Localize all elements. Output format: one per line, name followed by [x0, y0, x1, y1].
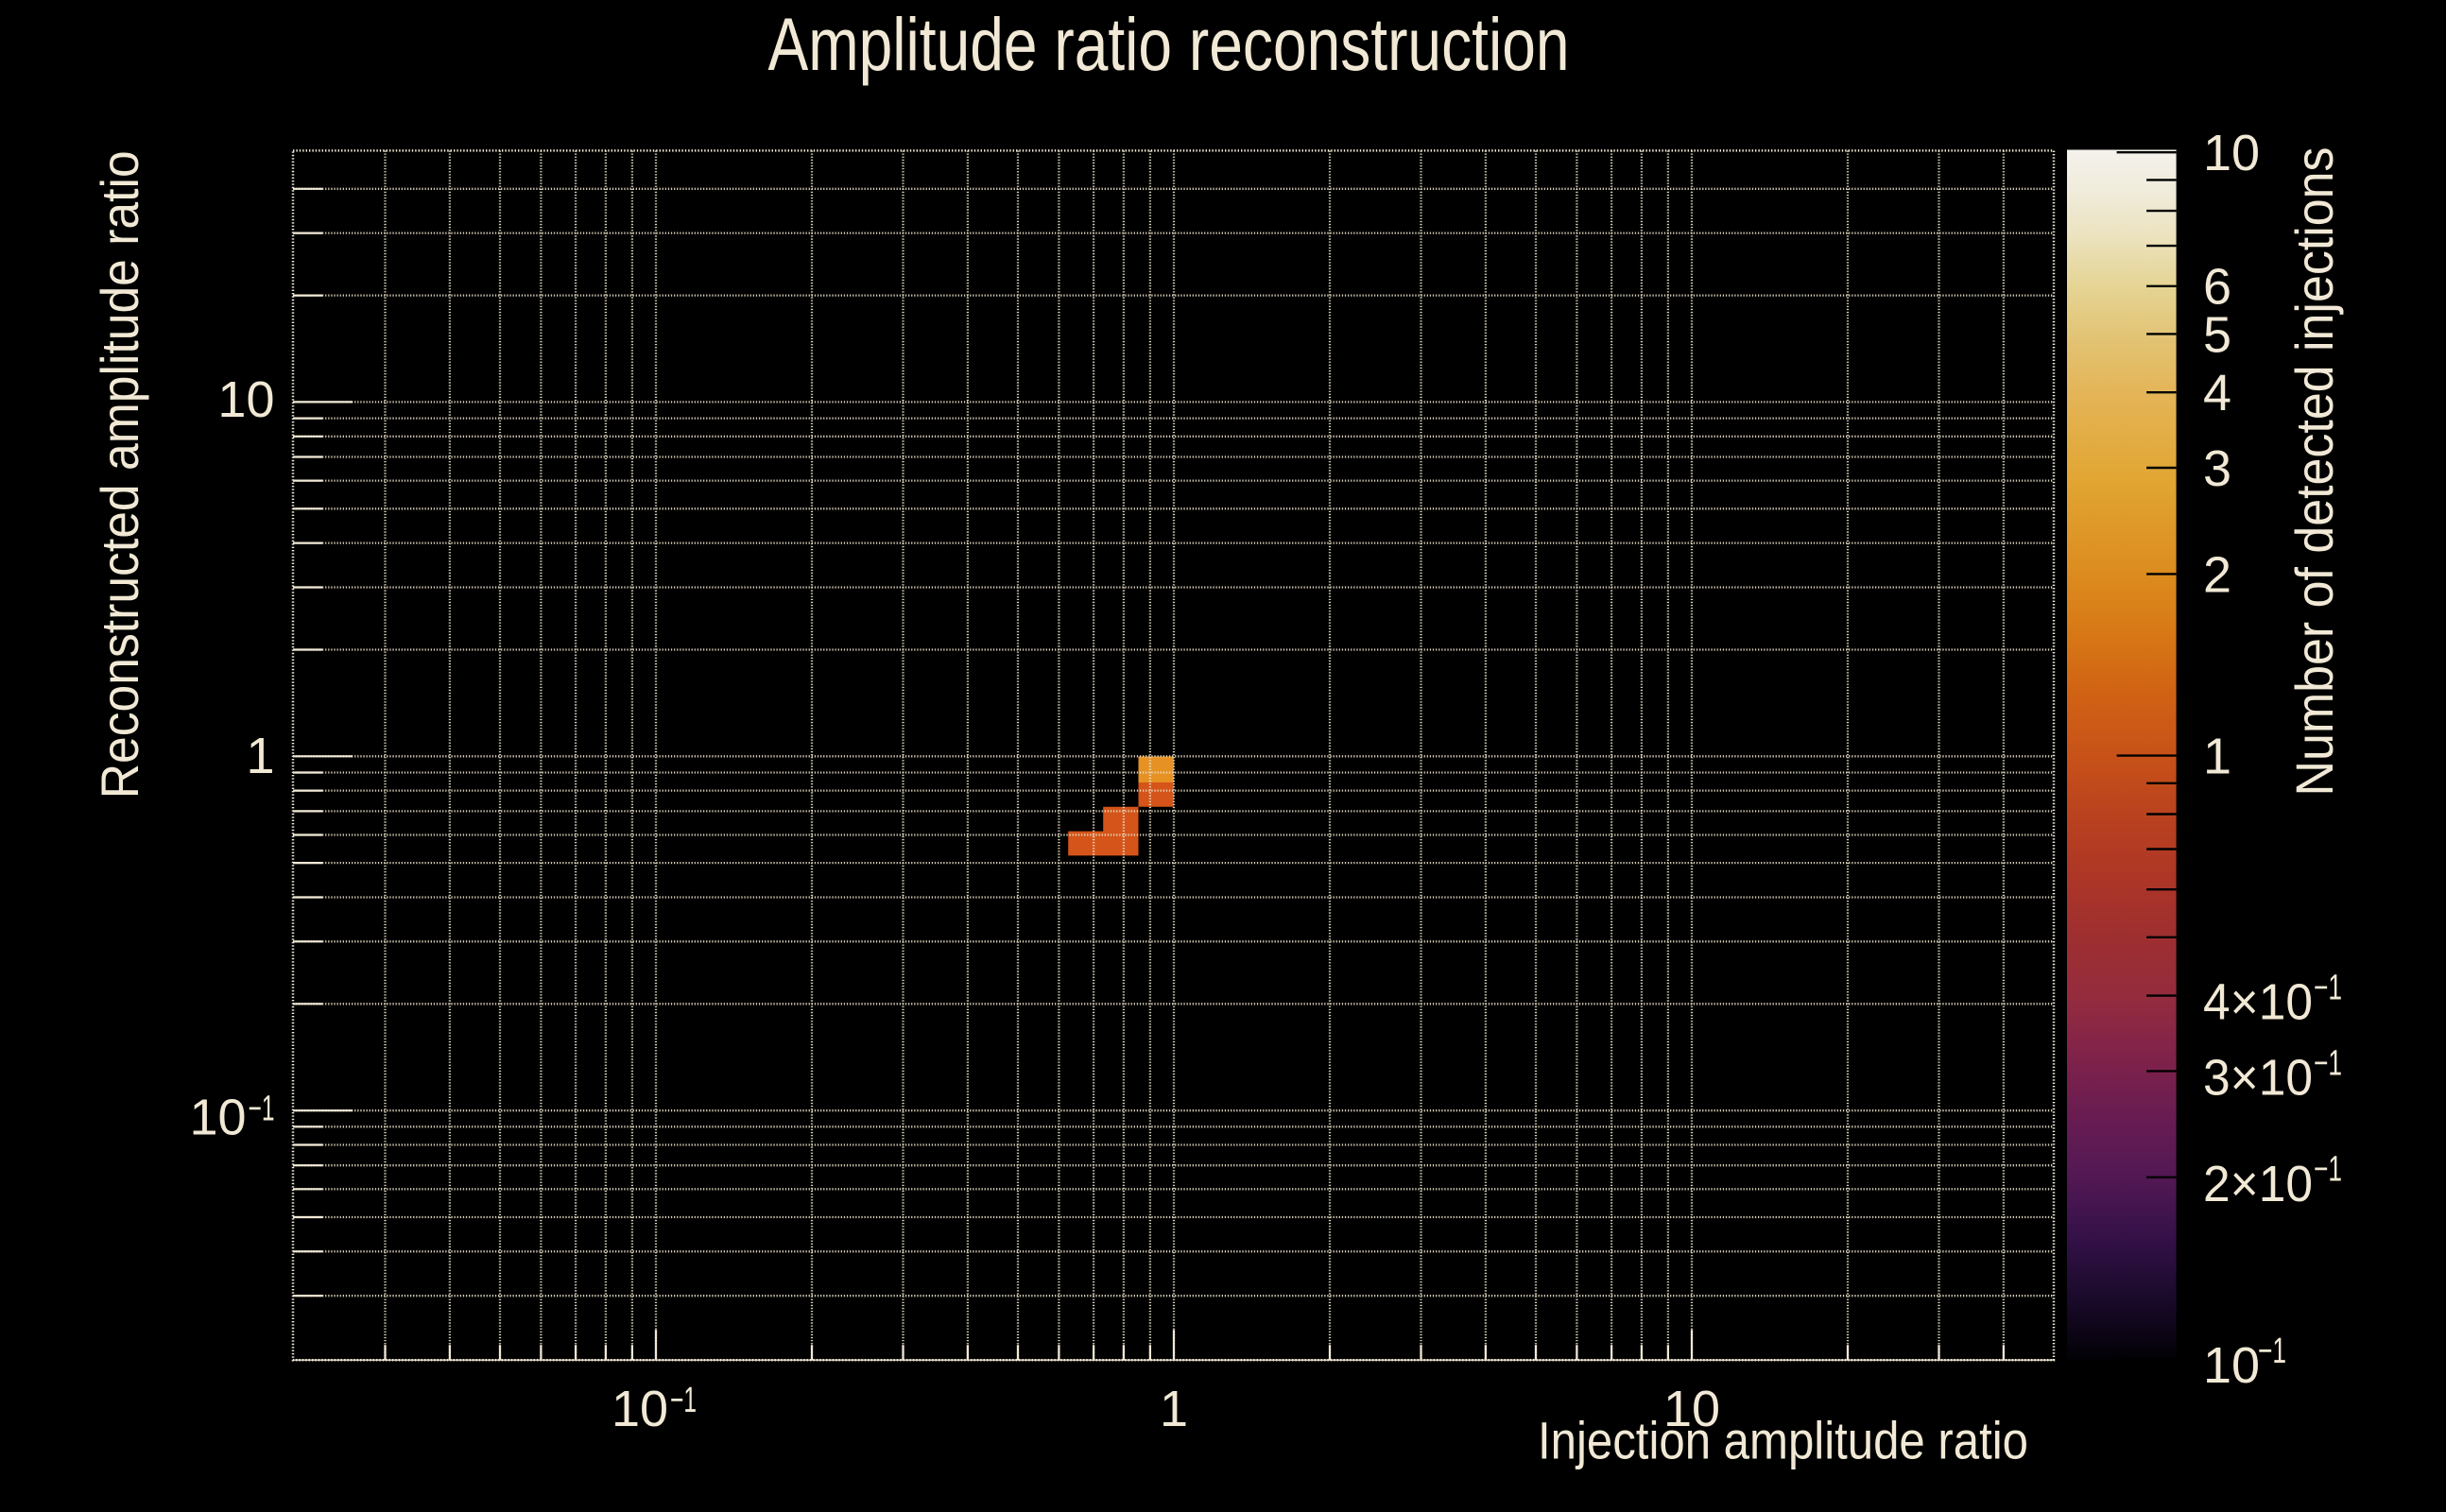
- svg-text:−1: −1: [2258, 1332, 2286, 1371]
- svg-text:10: 10: [612, 1381, 668, 1437]
- svg-text:4: 4: [2203, 365, 2231, 421]
- svg-text:3: 3: [2203, 440, 2231, 497]
- svg-text:10: 10: [217, 371, 274, 428]
- svg-text:Reconstructed amplitude ratio: Reconstructed amplitude ratio: [90, 150, 149, 799]
- svg-text:4×10: 4×10: [2203, 974, 2313, 1031]
- svg-text:5: 5: [2203, 306, 2231, 363]
- svg-text:1: 1: [2203, 729, 2231, 785]
- svg-text:2: 2: [2203, 546, 2231, 603]
- svg-text:−1: −1: [2314, 1150, 2342, 1190]
- svg-text:1: 1: [1160, 1381, 1188, 1437]
- svg-text:1: 1: [246, 728, 274, 784]
- svg-text:−1: −1: [2314, 1043, 2342, 1083]
- svg-text:6: 6: [2203, 259, 2231, 316]
- svg-text:10: 10: [190, 1090, 247, 1146]
- svg-text:Injection amplitude ratio: Injection amplitude ratio: [1538, 1411, 2028, 1470]
- svg-text:−1: −1: [670, 1381, 697, 1420]
- svg-text:10: 10: [1663, 1381, 1720, 1437]
- svg-text:10: 10: [2203, 1337, 2260, 1394]
- svg-text:3×10: 3×10: [2203, 1049, 2313, 1106]
- svg-text:2×10: 2×10: [2203, 1156, 2313, 1212]
- svg-text:10: 10: [2203, 125, 2260, 181]
- svg-text:−1: −1: [2314, 969, 2342, 1008]
- svg-text:Number of detected injections: Number of detected injections: [2284, 147, 2344, 797]
- svg-text:−1: −1: [249, 1090, 275, 1129]
- svg-text:Amplitude ratio reconstruction: Amplitude ratio reconstruction: [768, 2, 1570, 86]
